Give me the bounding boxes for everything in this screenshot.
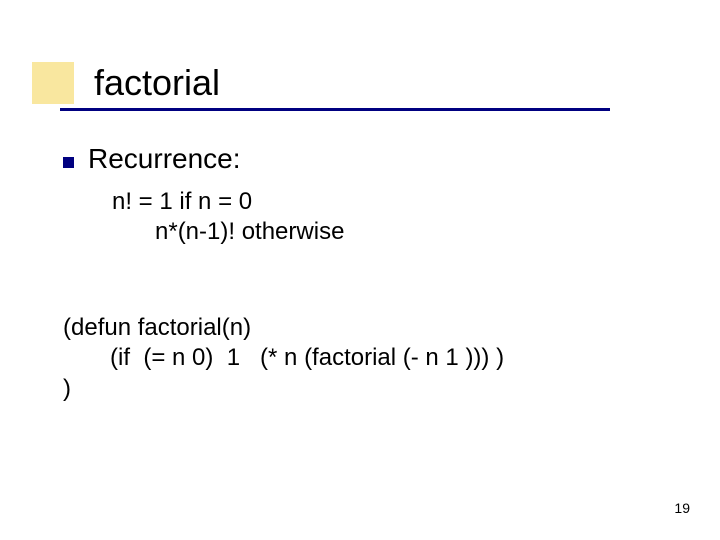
recurrence-line-1: n! = 1 if n = 0: [112, 188, 252, 216]
code-line-2: (if (= n 0) 1 (* n (factorial (- n 1 )))…: [110, 344, 504, 372]
code-line-3: ): [63, 375, 71, 403]
slide: factorial Recurrence: n! = 1 if n = 0 n*…: [0, 0, 720, 540]
slide-number: 19: [674, 500, 690, 516]
bullet-recurrence: Recurrence:: [88, 143, 241, 175]
bullet-icon: [63, 157, 74, 168]
title-underline: [60, 108, 610, 111]
title-accent-block: [32, 62, 74, 104]
code-line-1: (defun factorial(n): [63, 314, 251, 342]
recurrence-line-2: n*(n-1)! otherwise: [155, 218, 344, 246]
slide-title: factorial: [94, 62, 220, 104]
